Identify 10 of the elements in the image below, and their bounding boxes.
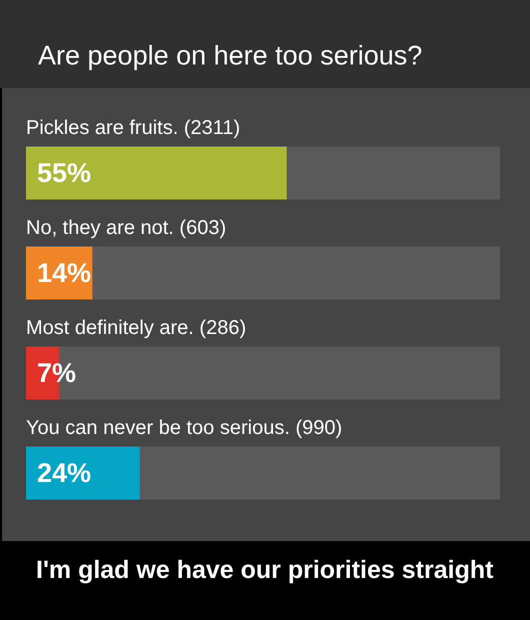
chart-title: Are people on here too serious? (38, 40, 422, 70)
text: I'm glad we have our priorities straight (36, 556, 494, 584)
bar (26, 446, 140, 500)
data-label: 55% (37, 158, 92, 188)
y-tick-label: No, they are not. (603) (26, 217, 226, 239)
data-label: 24% (37, 458, 92, 488)
y-tick-label: Most definitely are. (286) (26, 317, 246, 339)
data-label: 14% (37, 258, 92, 288)
y-tick-label: Pickles are fruits. (2311) (26, 117, 240, 139)
y-tick-label: You can never be too serious. (990) (26, 417, 342, 439)
